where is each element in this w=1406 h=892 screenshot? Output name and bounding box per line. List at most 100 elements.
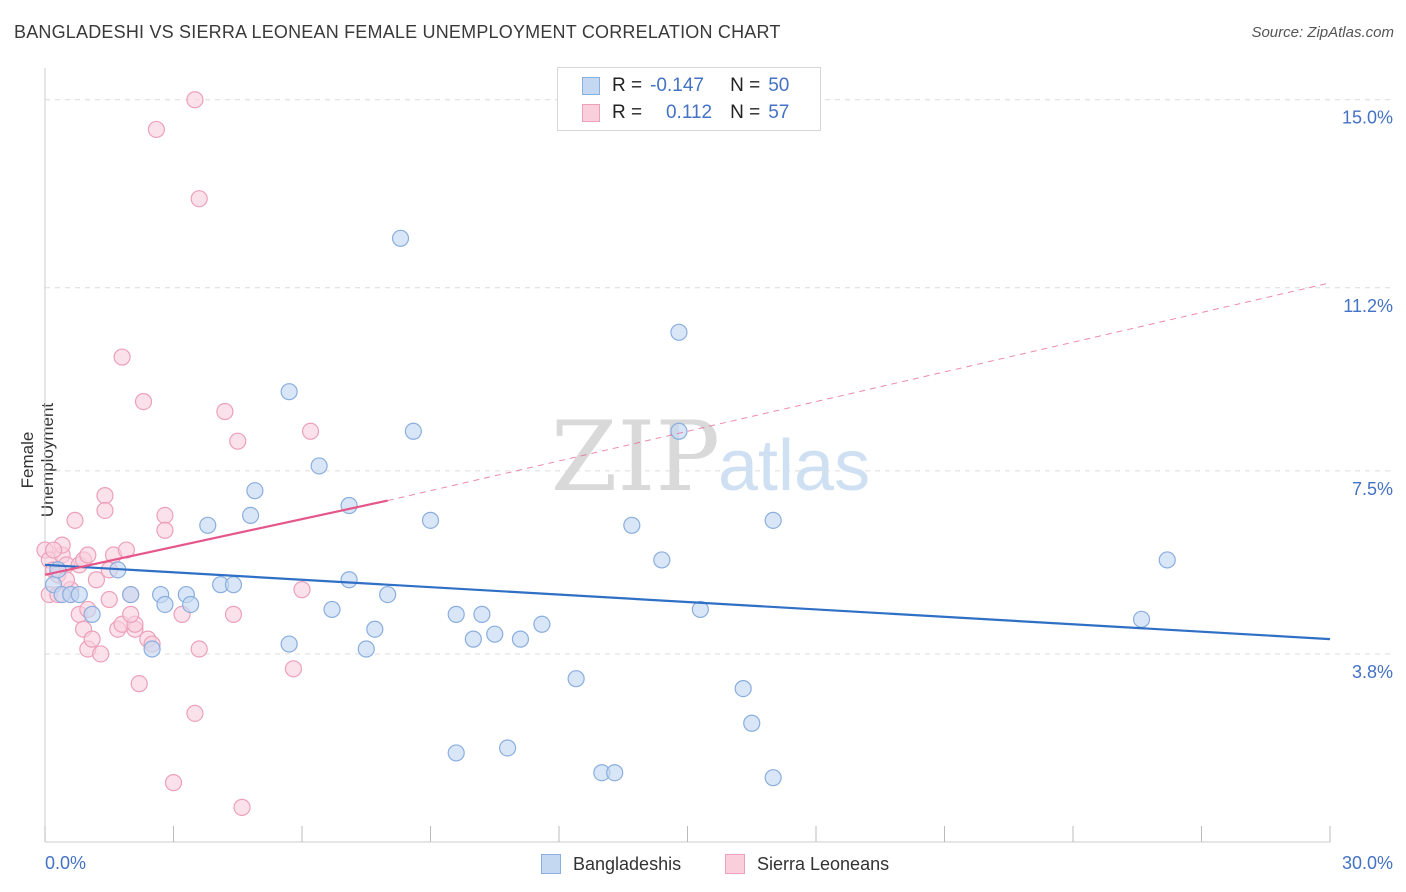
bangladeshi-point [1132,610,1151,628]
sierra-leonean-point [134,392,153,411]
bangladeshi-point [280,635,298,653]
bangladeshi-point [182,595,200,614]
sierra-leonean-point [224,605,243,623]
watermark-atlas: atlas [718,426,870,506]
bangladeshi-point [623,516,641,534]
bangladeshi-point [379,585,397,604]
sierra-leonean-point [79,546,97,564]
sierra-leonean-trend-extension [387,282,1331,502]
axes [44,68,1331,843]
bottom-legend-label: Bangladeshis [573,853,682,874]
legend-n-value: 50 [768,75,790,96]
sierra-leonean-point [113,348,131,366]
sierra-leonean-point [229,432,247,450]
bangladeshi-point [421,511,440,529]
bangladeshi-point [670,323,688,341]
sierra-leonean-point [216,402,234,421]
bottom-legend-sierra-leoneans: Sierra Leoneans [725,850,889,878]
bangladeshi-point [391,229,410,247]
y-tick-label: 11.2% [1343,296,1393,316]
correlation-legend: R = -0.147 N = 50 R = 0.112 N = 57 [557,67,821,131]
legend-swatch-pink [582,104,600,122]
sierra-leonean-point [83,630,101,648]
bangladeshi-point [473,605,491,623]
bangladeshi-point [447,744,465,762]
bangladeshi-point [447,605,465,623]
sierra-leonean-point [293,581,311,599]
legend-r-label: R = [612,75,643,96]
bottom-legend-swatch-pink [725,854,745,874]
sierra-leonean-point [156,521,174,539]
bottom-legend-bangladeshis: Bangladeshis [541,850,681,878]
bangladeshi-point [1158,551,1176,569]
bangladeshi-point [404,422,422,440]
legend-swatch-blue [582,77,600,95]
bangladeshi-point [606,764,624,782]
legend-r-value: -0.147 [650,75,704,96]
trend-lines [44,282,1331,641]
bangladeshi-point [486,625,504,643]
watermark-zip: ZIP [551,401,720,513]
x-tick-label: 0.0% [45,853,86,873]
sierra-leonean-point [301,422,320,440]
bangladeshi-point [242,506,260,525]
sierra-leonean-point [284,660,303,678]
tick-labels: 3.8% 7.5% 11.2% 15.0% 0.0% 30.0% [45,108,1393,873]
sierra-leonean-point [96,487,114,505]
bangladeshi-point [511,630,530,648]
bangladeshi-points [44,229,1176,787]
legend-row-sierra-leonean: R = 0.112 N = 57 [582,100,789,126]
bangladeshi-point [734,679,752,698]
bangladeshi-point [743,714,761,732]
bangladeshi-point [310,457,328,475]
bangladeshi-point [323,600,341,619]
bangladeshi-point [246,482,264,500]
sierra-leonean-point [164,774,183,792]
sierra-leonean-point [66,511,84,529]
bangladeshi-point [280,383,298,401]
gridlines [45,99,1390,655]
bangladeshi-point [224,576,243,594]
sierra-leonean-point [96,501,114,520]
x-tick-label: 30.0% [1342,853,1393,873]
sierra-leonean-point [186,91,204,109]
bangladeshi-point [143,640,161,658]
bangladeshi-point [340,571,358,589]
bangladeshi-trend-line [44,563,1331,641]
y-tick-label: 7.5% [1352,479,1393,499]
sierra-leonean-point [186,704,204,722]
bangladeshi-point [533,615,551,633]
legend-row-bangladeshi: R = -0.147 N = 50 [582,73,789,99]
bangladeshi-point [70,585,88,604]
legend-r-value: 0.112 [665,102,713,123]
sierra-leonean-points [36,91,320,816]
sierra-leonean-point [100,590,118,609]
bangladeshi-point [156,595,174,614]
bangladeshi-point [499,739,517,757]
bangladeshi-point [366,620,384,638]
bangladeshi-point [122,585,140,604]
bangladeshi-point [670,422,688,440]
bottom-legend-swatch-blue [541,854,561,874]
sierra-leonean-point [190,190,208,208]
sierra-leonean-point [87,571,106,589]
sierra-leonean-point [92,645,110,663]
bangladeshi-point [199,516,217,534]
bangladeshi-point [464,630,482,648]
source-label: Source: ZipAtlas.com [1251,24,1394,41]
legend-n-value: 57 [768,102,790,123]
chart-title: BANGLADESHI VS SIERRA LEONEAN FEMALE UNE… [14,22,781,42]
sierra-leonean-point [190,640,208,658]
sierra-leonean-point [44,541,63,559]
bottom-legend-label: Sierra Leoneans [757,853,890,874]
sierra-leonean-point [122,605,140,623]
bangladeshi-point [83,605,101,623]
y-tick-label: 15.0% [1342,108,1393,128]
legend-n-label: N = [730,75,761,96]
sierra-leonean-point [233,798,251,816]
bangladeshi-point [653,551,671,569]
sierra-leonean-trend-line [44,499,388,576]
y-tick-label: 3.8% [1352,662,1393,682]
legend-n-label: N = [730,102,761,123]
